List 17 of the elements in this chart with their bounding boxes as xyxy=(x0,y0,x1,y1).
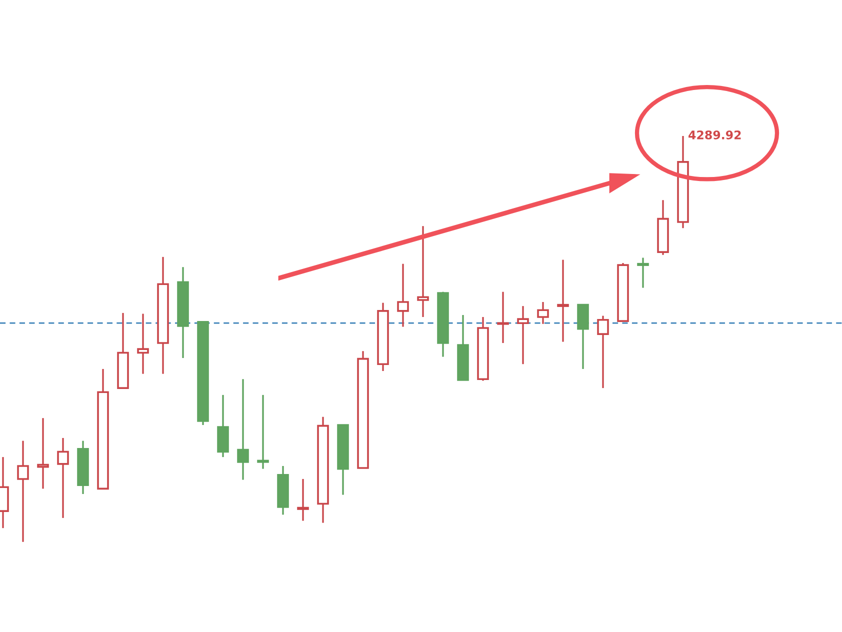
candlestick xyxy=(297,478,309,522)
candlestick xyxy=(597,314,609,389)
candlestick xyxy=(237,378,249,481)
candlestick xyxy=(137,312,149,375)
candlestick xyxy=(417,225,429,318)
candlestick xyxy=(257,394,269,470)
candlestick xyxy=(37,417,49,490)
candlestick xyxy=(557,258,569,343)
annotation: 4289.92 xyxy=(688,130,741,140)
candlestick xyxy=(397,263,409,328)
candlestick xyxy=(577,304,589,370)
candlestick xyxy=(517,305,529,365)
candlestick xyxy=(57,437,69,519)
candlestick xyxy=(497,291,509,344)
candlestick xyxy=(637,256,649,289)
candlestick xyxy=(537,301,549,325)
candlestick xyxy=(17,440,29,543)
